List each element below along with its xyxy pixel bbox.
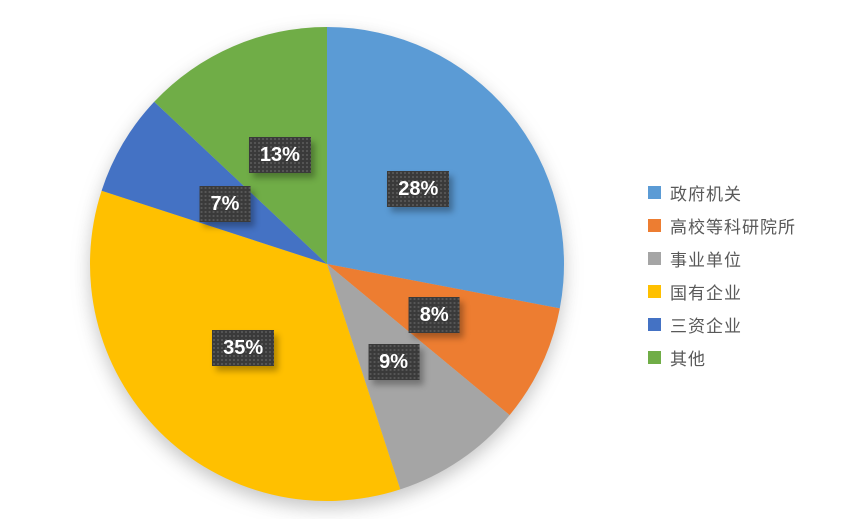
- legend-label: 事业单位: [670, 251, 742, 270]
- legend-swatch: [648, 318, 661, 331]
- chart-legend: 政府机关高校等科研院所 事业单位国有企业三资企业其他: [648, 176, 796, 374]
- pie-data-label: 35%: [212, 329, 275, 366]
- legend-label: 三资企业: [670, 317, 742, 336]
- legend-swatch: [648, 285, 661, 298]
- legend-label: 政府机关: [670, 185, 742, 204]
- pie-slice: [327, 27, 564, 309]
- legend-label: 高校等科研院所: [670, 218, 796, 237]
- legend-swatch: [648, 252, 661, 265]
- legend-swatch: [648, 351, 661, 364]
- legend-label: 其他: [670, 350, 706, 369]
- legend-item: 三资企业: [648, 308, 796, 341]
- pie-data-label: 8%: [408, 296, 460, 333]
- pie-slice: [327, 264, 560, 416]
- pie-slice: [154, 27, 327, 264]
- legend-item: 高校等科研院所: [648, 209, 796, 242]
- legend-swatch: [648, 219, 661, 232]
- legend-item: 事业单位: [648, 242, 796, 275]
- legend-item: 国有企业: [648, 275, 796, 308]
- pie-data-label: 28%: [387, 170, 450, 207]
- legend-item: 政府机关: [648, 176, 796, 209]
- pie-data-label: 13%: [248, 137, 311, 174]
- legend-item: 其他: [648, 341, 796, 374]
- legend-label: 国有企业: [670, 284, 742, 303]
- pie-data-label: 9%: [368, 344, 420, 380]
- legend-swatch: [648, 186, 661, 199]
- pie-data-label: 7%: [199, 185, 251, 222]
- pie-slice: [101, 101, 327, 264]
